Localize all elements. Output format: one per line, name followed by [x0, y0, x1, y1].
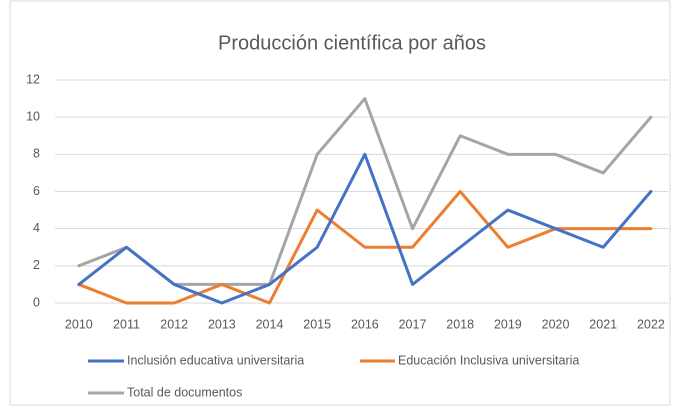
x-tick-label: 2016 [351, 317, 379, 331]
legend-label: Educación Inclusiva universitaria [398, 353, 579, 367]
x-tick-label: 2021 [589, 317, 617, 331]
x-tick-label: 2015 [303, 317, 331, 331]
legend-label: Total de documentos [127, 385, 242, 399]
y-tick-label: 12 [26, 72, 40, 86]
y-tick-label: 4 [33, 221, 40, 235]
series-line [77, 152, 653, 305]
y-tick-label: 2 [33, 258, 40, 272]
x-tick-label: 2014 [256, 317, 284, 331]
legend: Inclusión educativa universitaria Educac… [88, 353, 579, 399]
x-tick-label: 2020 [542, 317, 570, 331]
legend-label: Inclusión educativa universitaria [127, 353, 304, 367]
x-tick-label: 2022 [637, 317, 665, 331]
x-tick-label: 2018 [446, 317, 474, 331]
y-tick-label: 6 [33, 184, 40, 198]
y-tick-label: 10 [26, 109, 40, 123]
x-tick-label: 2013 [208, 317, 236, 331]
x-tick-label: 2011 [113, 317, 140, 331]
y-tick-label: 8 [33, 147, 40, 161]
x-tick-label: 2017 [399, 317, 427, 331]
x-tick-label: 2019 [494, 317, 522, 331]
y-tick-label: 0 [33, 295, 40, 309]
x-tick-label: 2010 [65, 317, 93, 331]
chart-title: Producción científica por años [218, 32, 486, 54]
x-tick-label: 2012 [160, 317, 188, 331]
